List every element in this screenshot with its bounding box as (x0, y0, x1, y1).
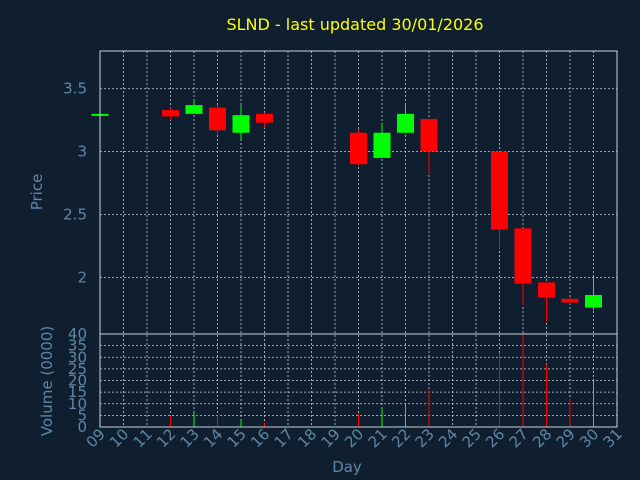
volume-tick-label: 40 (68, 325, 87, 343)
price-axis-label: Price (28, 174, 46, 211)
volume-tick-label: 5 (77, 406, 87, 424)
x-tick-label: 11 (130, 425, 156, 451)
candle-body (585, 295, 602, 308)
candle-body (209, 107, 226, 131)
x-tick-label: 20 (341, 425, 367, 451)
volume-tick-label: 10 (68, 395, 87, 413)
x-tick-label: 19 (318, 425, 344, 451)
candle-body (561, 298, 579, 303)
x-tick-label: 30 (576, 425, 602, 451)
x-axis-label: Day (332, 458, 362, 476)
price-tick-label: 2 (77, 268, 87, 286)
x-tick-label: 12 (153, 425, 179, 451)
chart-title: SLND - last updated 30/01/2026 (226, 15, 483, 34)
x-tick-label: 22 (388, 425, 414, 451)
candle-body (420, 118, 438, 152)
x-tick-label: 27 (506, 425, 532, 451)
candle-body (538, 282, 555, 298)
tick-labels: 0910111213141516171819202122232425262728… (63, 80, 626, 452)
candle-body (232, 115, 250, 133)
volume-tick-label: 15 (68, 383, 87, 401)
candle-body (514, 228, 532, 284)
volume-panel-frame (99, 333, 618, 428)
candle-body (162, 110, 179, 117)
volume-bars (170, 334, 594, 427)
price-tick-label: 3 (77, 143, 87, 161)
x-tick-label: 23 (412, 425, 438, 451)
x-tick-label: 31 (600, 425, 626, 451)
x-tick-label: 28 (529, 425, 555, 451)
volume-axis-label: Volume (0000) (38, 326, 56, 436)
x-tick-label: 21 (365, 425, 391, 451)
x-tick-label: 14 (200, 425, 226, 451)
volume-tick-label: 0 (77, 418, 87, 436)
x-tick-label: 17 (271, 425, 297, 451)
grid-lines (100, 51, 617, 427)
x-tick-label: 29 (553, 425, 579, 451)
x-tick-label: 25 (459, 425, 485, 451)
candle-body (350, 132, 367, 165)
x-tick-label: 10 (106, 425, 132, 451)
x-tick-label: 26 (482, 425, 508, 451)
volume-tick-label: 30 (68, 348, 87, 366)
candle-body (373, 132, 391, 158)
x-tick-label: 15 (224, 425, 250, 451)
x-tick-label: 24 (435, 425, 461, 451)
candle-body (397, 113, 414, 133)
volume-tick-label: 35 (68, 337, 87, 355)
price-tick-label: 3.5 (63, 80, 87, 98)
candle-body (185, 105, 203, 114)
volume-tick-label: 20 (68, 372, 87, 390)
volume-tick-label: 25 (68, 360, 87, 378)
price-tick-label: 2.5 (63, 206, 87, 224)
x-tick-label: 13 (177, 425, 203, 451)
x-tick-label: 18 (294, 425, 320, 451)
candle-body (256, 113, 273, 123)
candle-body (491, 151, 508, 230)
x-tick-label: 16 (247, 425, 273, 451)
price-candles (91, 100, 602, 322)
